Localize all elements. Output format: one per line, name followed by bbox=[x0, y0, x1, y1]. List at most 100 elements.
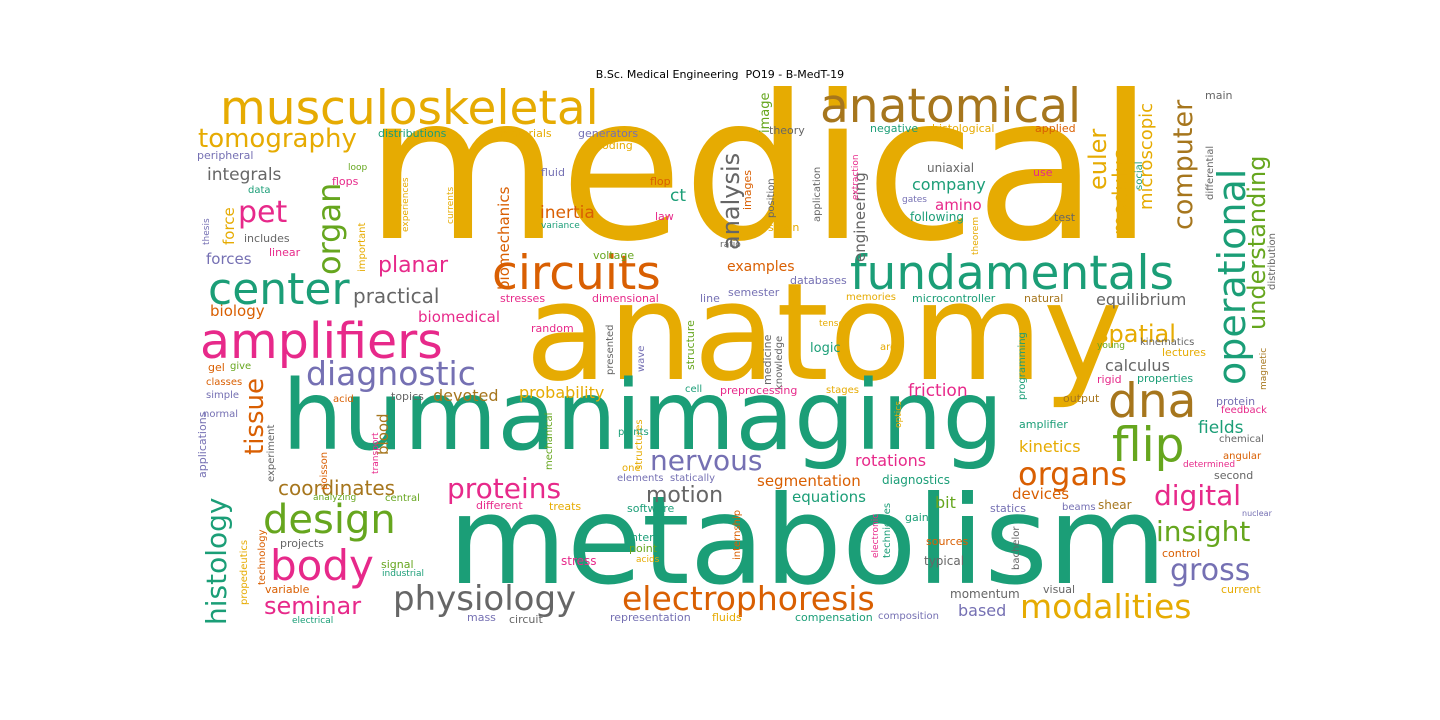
word-mass: mass bbox=[467, 611, 496, 624]
word-compensation: compensation bbox=[795, 611, 873, 624]
word-internship: internship bbox=[732, 509, 743, 560]
word-gain: gain bbox=[905, 511, 929, 524]
word-dimensional: dimensional bbox=[592, 292, 659, 305]
word-one: one bbox=[622, 463, 641, 474]
word-visual: visual bbox=[1043, 583, 1076, 596]
word-generators: generators bbox=[578, 127, 639, 140]
word-knowledge: knowledge bbox=[774, 335, 785, 390]
word-experiences: experiences bbox=[401, 177, 411, 232]
word-imaging: imaging bbox=[615, 360, 1004, 472]
word-line: line bbox=[700, 292, 720, 305]
word-distribution: distribution bbox=[1267, 233, 1278, 290]
word-tomography: tomography bbox=[198, 124, 357, 154]
word-statically: statically bbox=[670, 473, 716, 484]
word-amino: amino bbox=[935, 196, 982, 214]
word-peripheral: peripheral bbox=[197, 149, 254, 162]
word-pet: pet bbox=[238, 195, 288, 230]
word-distributions: distributions bbox=[378, 127, 447, 140]
word-stresses: stresses bbox=[500, 292, 546, 305]
word-momentum: momentum bbox=[950, 587, 1020, 601]
word-properties: properties bbox=[1137, 372, 1194, 385]
word-protein: protein bbox=[1216, 395, 1256, 408]
word-design: design bbox=[263, 497, 396, 543]
word-center: center bbox=[208, 264, 350, 315]
word-gates: gates bbox=[902, 195, 927, 205]
word-modulus: modulus bbox=[1108, 149, 1132, 235]
word-devices: devices bbox=[1012, 485, 1070, 503]
word-circuit: circuit bbox=[509, 613, 543, 626]
word-differential: differential bbox=[1205, 145, 1216, 200]
word-poisson: poisson bbox=[319, 451, 330, 490]
word-computer: computer bbox=[1168, 99, 1199, 230]
word-treats: treats bbox=[549, 500, 582, 513]
word-company: company bbox=[912, 175, 986, 194]
word-use: use bbox=[1033, 166, 1053, 179]
word-projects: projects bbox=[280, 537, 324, 550]
word-ct: ct bbox=[670, 186, 687, 206]
word-ratio: ratio bbox=[720, 240, 741, 250]
word-electrophoresis: electrophoresis bbox=[622, 579, 875, 618]
word-practical: practical bbox=[353, 284, 440, 308]
word-magnetic: magnetic bbox=[1259, 347, 1269, 390]
word-rigid: rigid bbox=[1097, 373, 1122, 386]
word-application: application bbox=[812, 166, 823, 222]
word-microcontroller: microcontroller bbox=[912, 292, 996, 305]
word-amplifiers: amplifiers bbox=[200, 313, 443, 370]
word-thesis: thesis bbox=[202, 218, 212, 245]
word-organs: organs bbox=[1018, 455, 1128, 493]
word-force: force bbox=[220, 207, 238, 245]
word-signal: signal bbox=[381, 558, 414, 571]
word-optics: optics bbox=[894, 401, 904, 428]
word-preprocessing: preprocessing bbox=[720, 384, 798, 397]
word-histological: histological bbox=[932, 122, 995, 135]
word-digital: digital bbox=[1154, 479, 1242, 512]
word-theory: theory bbox=[769, 124, 805, 137]
word-circuits: circuits bbox=[492, 246, 661, 301]
word-microscopic: microscopic bbox=[1136, 102, 1157, 210]
word-elements: elements bbox=[617, 473, 664, 484]
word-chemical: chemical bbox=[1219, 434, 1264, 445]
word-probability: probability bbox=[519, 383, 605, 402]
word-kinetics: kinetics bbox=[1019, 437, 1081, 456]
word-seminar: seminar bbox=[264, 592, 362, 620]
word-beams: beams bbox=[1062, 502, 1096, 513]
word-metabolism: metabolism bbox=[448, 470, 1167, 612]
word-technology: technology bbox=[257, 529, 268, 585]
word-classes: classes bbox=[206, 377, 243, 388]
word-equilibrium: equilibrium bbox=[1096, 290, 1187, 309]
word-techniques: techniques bbox=[882, 502, 893, 558]
word-bit: bit bbox=[935, 493, 956, 512]
word-transport: transport bbox=[371, 432, 381, 474]
word-random: random bbox=[531, 322, 574, 335]
word-cloud: medical anatomy metabolism human imaging musc… bbox=[197, 84, 1283, 630]
word-test: test bbox=[1054, 211, 1076, 224]
word-body: body bbox=[270, 541, 374, 590]
word-law: law bbox=[655, 210, 674, 223]
word-biomechanics: biomechanics bbox=[495, 186, 513, 290]
word-histology: histology bbox=[200, 497, 233, 625]
word-structure: structure bbox=[684, 320, 697, 370]
word-young: young bbox=[1097, 341, 1125, 351]
word-diagnostics: diagnostics bbox=[882, 473, 951, 487]
word-rotations: rotations bbox=[855, 451, 927, 470]
word-anatomical: anatomical bbox=[820, 84, 1082, 134]
word-images: images bbox=[741, 170, 754, 210]
word-medicine: medicine bbox=[761, 334, 774, 385]
word-propedeutics: propedeutics bbox=[239, 539, 250, 605]
word-following: following bbox=[910, 210, 964, 224]
word-analysis: analysis bbox=[717, 152, 745, 250]
word-materials: materials bbox=[500, 127, 552, 140]
word-programming: programming bbox=[1017, 332, 1028, 400]
word-main: main bbox=[1205, 89, 1233, 102]
word-acids: acids bbox=[636, 555, 660, 565]
word-presented: presented bbox=[605, 324, 616, 375]
word-euler: euler bbox=[1084, 128, 1112, 190]
word-motion: motion bbox=[646, 483, 724, 508]
word-feedback: feedback bbox=[1221, 405, 1267, 416]
word-equations: equations bbox=[792, 488, 866, 506]
word-proteins: proteins bbox=[447, 472, 562, 505]
word-current: current bbox=[1221, 583, 1261, 596]
word-gel: gel bbox=[208, 361, 225, 374]
word-amplifier: amplifier bbox=[1019, 418, 1068, 431]
word-negative: negative bbox=[870, 122, 919, 135]
